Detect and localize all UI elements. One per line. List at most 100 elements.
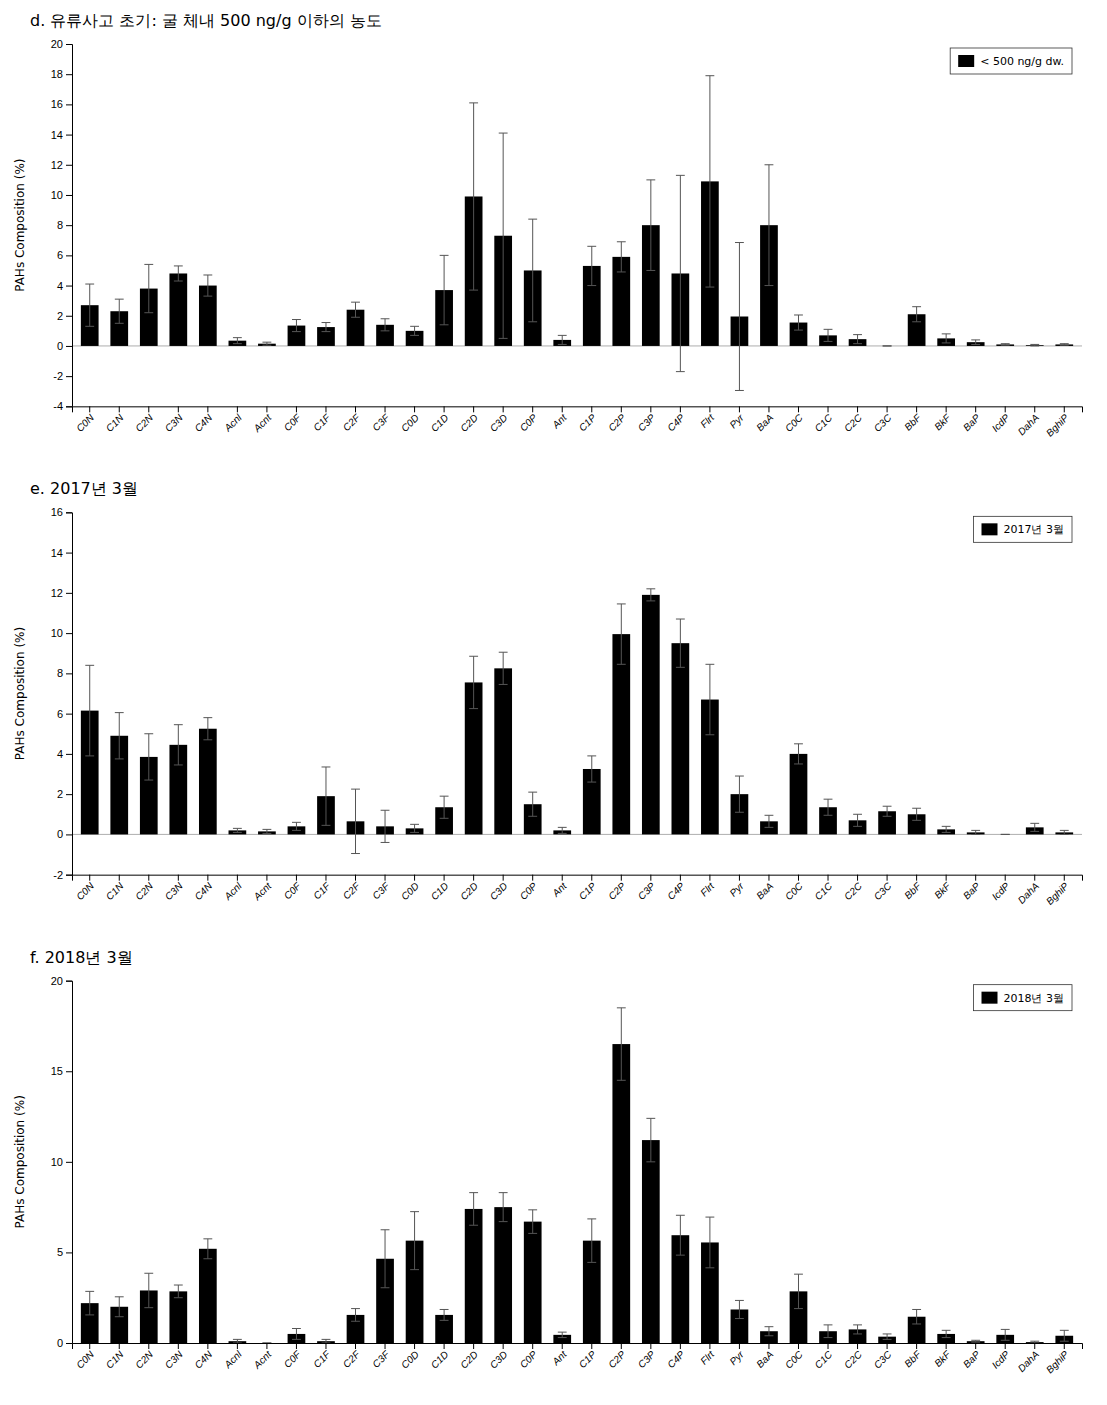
chart-title: f. 2018년 3월	[30, 948, 133, 967]
y-tick-mark	[66, 346, 72, 347]
x-tick-mark	[680, 875, 681, 881]
y-tick-label: -2	[53, 869, 63, 881]
x-tick-mark	[296, 875, 297, 881]
error-bar	[558, 335, 567, 344]
x-tick: Ant	[549, 1343, 569, 1368]
x-tick-label: C2P	[606, 880, 628, 902]
x-tick: C3D	[488, 1343, 510, 1371]
bar	[790, 754, 808, 835]
x-tick: C1P	[577, 406, 599, 433]
x-tick-label: C2F	[341, 411, 363, 433]
y-tick: 4	[57, 280, 72, 292]
x-tick: C3D	[488, 406, 510, 434]
error-bar	[676, 619, 685, 667]
y-tick-label: 8	[57, 667, 63, 679]
x-tick-label: C0D	[399, 1349, 421, 1371]
error-bar	[971, 340, 980, 345]
x-tick: BaP	[961, 406, 982, 433]
legend: 2017년 3월	[974, 516, 1073, 542]
error-bar	[528, 219, 537, 322]
x-tick: BaA	[754, 406, 775, 433]
x-axis: C0NC1NC2NC3NC4NAcnlAcntC0FC1FC2FC3FC0DC1…	[73, 875, 1083, 907]
x-tick: C2N	[133, 1343, 155, 1371]
error-bar	[794, 315, 803, 330]
x-tick: C0P	[518, 875, 540, 902]
panel: f. 2018년 3월 C0NC1NC2NC3NC4NAcnlAcntC0FC1F…	[13, 948, 1083, 1376]
y-axis: -20246810121416	[51, 506, 73, 880]
x-tick: C0P	[518, 406, 540, 433]
x-tick-label: C2P	[606, 412, 628, 434]
x-tick-mark	[207, 1343, 208, 1349]
error-bar	[174, 1285, 183, 1298]
x-tick-mark	[739, 406, 740, 412]
x-tick-label: C0N	[74, 411, 96, 433]
x-tick-label: Acnl	[222, 1348, 245, 1371]
error-bar	[85, 284, 94, 326]
x-tick-label: C0P	[518, 880, 540, 902]
x-tick-label: C0P	[518, 1348, 540, 1370]
error-bar	[883, 1334, 892, 1339]
marks	[81, 589, 1073, 854]
x-tick-label: Acnt	[251, 411, 274, 434]
error-bar	[853, 814, 862, 826]
x-tick: C4N	[192, 406, 214, 434]
y-tick-label: 20	[51, 975, 63, 987]
x-tick-label: C3C	[872, 1348, 894, 1370]
y-tick-mark	[66, 834, 72, 835]
x-tick-label: C3C	[872, 880, 894, 902]
x-tick-label: C3N	[163, 411, 185, 433]
x-tick-mark	[148, 875, 149, 881]
x-tick: C3C	[872, 1343, 894, 1371]
x-tick: Acnt	[251, 875, 274, 903]
x-tick-mark	[680, 1343, 681, 1349]
x-tick: C3F	[370, 406, 392, 433]
x-tick-mark	[857, 875, 858, 881]
y-tick: 12	[51, 587, 72, 599]
x-tick-mark	[355, 406, 356, 412]
error-bar	[587, 756, 596, 782]
error-bar	[292, 1329, 301, 1340]
x-tick-mark	[89, 406, 90, 412]
error-bar	[942, 1330, 951, 1337]
x-tick: C3N	[163, 406, 185, 434]
x-tick-mark	[591, 875, 592, 881]
x-tick: BaP	[961, 875, 982, 902]
legend-label: 2018년 3월	[1004, 992, 1065, 1005]
bars	[81, 595, 1073, 835]
x-tick: C0C	[783, 875, 805, 903]
y-tick-mark	[66, 286, 72, 287]
error-bar	[1030, 1341, 1039, 1343]
y-tick: 14	[51, 547, 72, 559]
x-tick: Acnt	[251, 406, 274, 434]
x-tick: BbF	[902, 406, 923, 432]
error-bar	[676, 175, 685, 371]
error-bar	[292, 822, 301, 830]
x-tick-label: Acnl	[222, 411, 245, 434]
plot: C0NC1NC2NC3NC4NAcnlAcntC0FC1FC2FC3FC0DC1…	[13, 975, 1083, 1376]
error-bar	[1030, 344, 1039, 346]
x-tick-mark	[562, 406, 563, 412]
x-tick-mark	[385, 1343, 386, 1349]
y-tick: 8	[57, 667, 72, 679]
x-tick: C1C	[812, 406, 834, 434]
x-tick-mark	[709, 875, 710, 881]
error-bar	[174, 725, 183, 765]
error-bar	[765, 165, 774, 286]
x-tick: C2P	[606, 406, 628, 433]
error-bar	[85, 1291, 94, 1315]
x-tick-label: C2N	[133, 880, 155, 902]
x-tick: DahA	[1016, 1343, 1042, 1374]
x-tick-label: C1F	[311, 411, 333, 433]
x-tick: IcdP	[990, 1343, 1012, 1371]
x-tick: C1F	[311, 875, 333, 902]
x-tick-mark	[887, 1343, 888, 1349]
x-tick-mark	[857, 1343, 858, 1349]
error-bar	[617, 242, 626, 272]
y-tick-mark	[66, 875, 72, 876]
bar	[169, 1291, 187, 1343]
error-bar	[912, 808, 921, 820]
x-tick-label: BaP	[961, 880, 982, 901]
x-tick-label: Acnl	[222, 880, 245, 903]
x-tick-mark	[296, 406, 297, 412]
x-tick-label: DahA	[1016, 880, 1042, 906]
